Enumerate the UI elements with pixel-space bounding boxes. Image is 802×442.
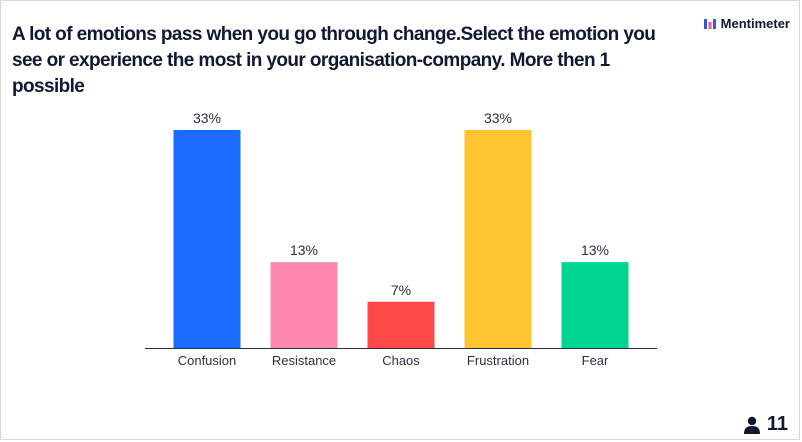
bar-confusion [173, 130, 241, 348]
question-title: A lot of emotions pass when you go throu… [12, 24, 656, 97]
bar-value-label: 7% [391, 282, 411, 298]
category-label: Confusion [178, 353, 237, 368]
person-icon [743, 416, 760, 434]
category-label: Fear [582, 353, 609, 368]
bar-value-label: 13% [290, 242, 318, 258]
bar-frustration [464, 130, 532, 348]
bar-resistance [270, 262, 338, 348]
mentimeter-logo-icon [703, 18, 716, 29]
bar-value-label: 13% [581, 242, 609, 258]
bar-chaos [367, 301, 435, 348]
bar-fear [561, 262, 629, 348]
mentimeter-brand: Mentimeter [703, 16, 790, 31]
category-label: Resistance [272, 353, 336, 368]
bar-value-label: 33% [193, 110, 221, 126]
brand-name: Mentimeter [720, 16, 790, 31]
participant-count: 11 [766, 413, 788, 435]
bar-value-label: 33% [484, 110, 512, 126]
participant-counter: 11 [743, 413, 788, 436]
category-label: Frustration [467, 353, 529, 368]
category-label: Chaos [382, 353, 420, 368]
